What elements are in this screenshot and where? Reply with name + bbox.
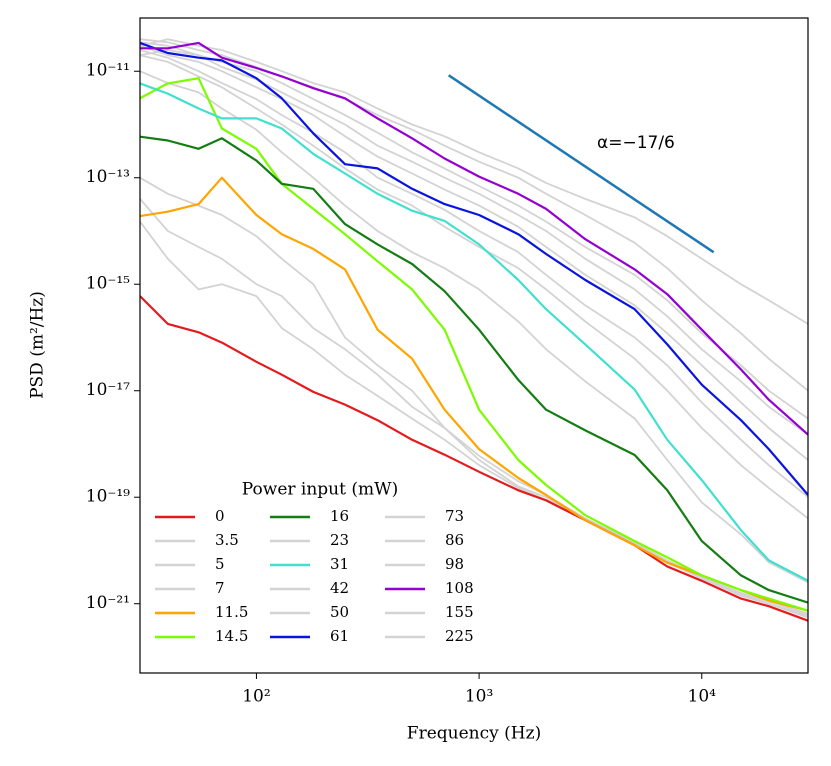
legend-label: 98: [445, 555, 464, 573]
y-tick-label: 10⁻¹⁵: [86, 274, 130, 294]
series-line: [140, 41, 808, 436]
x-tick-label: 10³: [465, 687, 493, 707]
series-line: [140, 49, 808, 436]
series-line: [140, 70, 808, 584]
legend-label: 0: [215, 507, 225, 525]
legend-label: 42: [330, 579, 349, 597]
legend-label: 5: [215, 555, 225, 573]
legend-label: 108: [445, 579, 474, 597]
series-line: [140, 77, 808, 612]
y-axis-label: PSD (m²/Hz): [28, 291, 48, 399]
series-line: [140, 295, 808, 622]
legend-label: 225: [445, 627, 474, 645]
series-line: [140, 44, 808, 461]
legend-label: 14.5: [215, 627, 248, 645]
legend-label: 23: [330, 531, 349, 549]
legend-label: 86: [445, 531, 464, 549]
series-line: [140, 135, 808, 604]
y-tick-label: 10⁻¹¹: [86, 61, 130, 81]
y-tick-label: 10⁻¹⁹: [86, 487, 130, 507]
series-line: [140, 41, 808, 420]
annotation: α=−17/6: [597, 133, 675, 153]
legend-label: 31: [330, 555, 349, 573]
series-line: [140, 38, 808, 392]
x-axis-label: Frequency (Hz): [407, 724, 541, 744]
legend-label: 3.5: [215, 531, 239, 549]
axes-frame: [139, 17, 809, 674]
legend-title: Power input (mW): [242, 480, 398, 500]
legend-label: 155: [445, 603, 474, 621]
series-line: [140, 38, 808, 325]
x-tick-label: 10⁴: [688, 687, 717, 707]
reference-line: [448, 74, 715, 254]
legend-label: 16: [330, 507, 349, 525]
legend-label: 11.5: [215, 603, 248, 621]
y-tick-label: 10⁻²¹: [86, 593, 130, 613]
legend-label: 50: [330, 603, 349, 621]
y-tick-label: 10⁻¹³: [86, 167, 130, 187]
legend-label: 61: [330, 627, 349, 645]
y-tick-label: 10⁻¹⁷: [86, 380, 130, 400]
series-line: [140, 49, 808, 498]
legend-label: 73: [445, 507, 464, 525]
plot-area: [140, 38, 808, 622]
series-line: [140, 82, 808, 582]
series-line: [140, 41, 808, 496]
series-line: [140, 176, 808, 612]
series-line: [140, 54, 808, 520]
series-line: [140, 221, 808, 619]
x-tick-label: 10²: [242, 687, 270, 707]
legend-label: 7: [215, 579, 225, 597]
